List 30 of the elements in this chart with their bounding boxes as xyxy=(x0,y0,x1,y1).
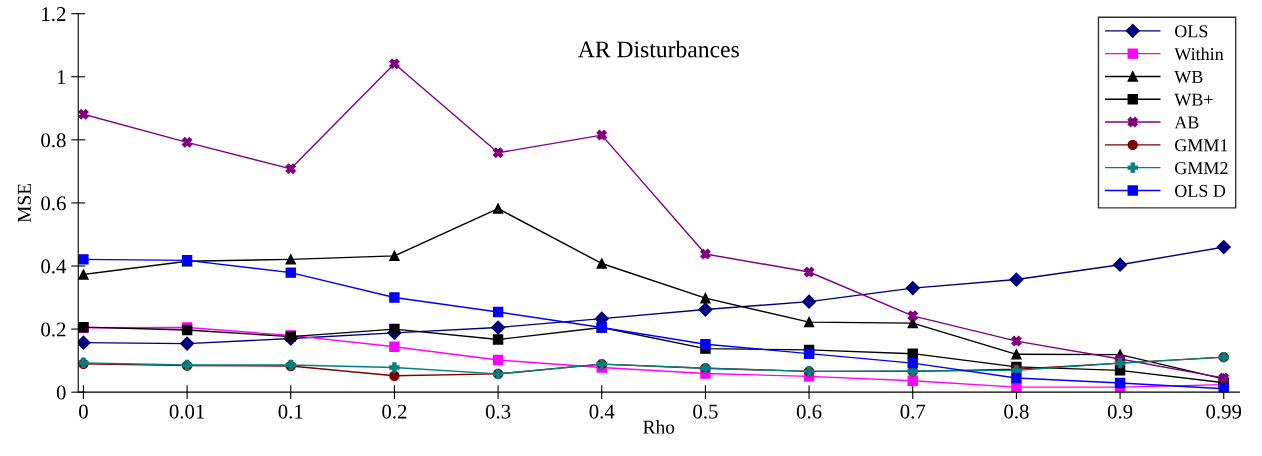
legend-label: GMM2 xyxy=(1175,162,1228,175)
x-tick-label: 0.01 xyxy=(169,404,205,419)
x-axis-title: Rho xyxy=(643,420,675,434)
y-tick-label: 0.2 xyxy=(41,322,66,337)
legend-label: OLS D xyxy=(1175,184,1226,197)
y-tick-label: 0 xyxy=(56,385,66,400)
legend-label: Within xyxy=(1174,47,1224,61)
x-tick-label: 0.5 xyxy=(693,404,718,419)
legend-label: WB+ xyxy=(1174,93,1213,106)
legend-label: WB xyxy=(1174,70,1203,84)
x-tick-label: 0.99 xyxy=(1206,404,1242,419)
x-tick-label: 0 xyxy=(79,404,88,419)
legend-label: OLS xyxy=(1175,25,1208,38)
y-tick-label: 1 xyxy=(57,70,66,84)
y-tick-label: 0.8 xyxy=(41,133,66,148)
legend-label: AB xyxy=(1174,116,1199,129)
x-tick-label: 0.6 xyxy=(796,404,822,419)
x-tick-label: 0.4 xyxy=(589,404,615,419)
y-tick-label: 1.2 xyxy=(42,7,66,22)
x-tick-label: 0.9 xyxy=(1107,404,1133,419)
legend-label: GMM1 xyxy=(1175,139,1228,152)
x-tick-label: 0.8 xyxy=(1004,404,1029,419)
y-tick-label: 0.6 xyxy=(41,196,66,211)
y-axis-title: MSE xyxy=(17,183,31,223)
text: AR Disturbances xyxy=(578,40,739,58)
y-tick-label: 0.4 xyxy=(41,259,67,274)
x-tick-label: 0.7 xyxy=(900,404,926,419)
x-tick-label: 0.3 xyxy=(485,404,511,419)
x-tick-label: 0.1 xyxy=(278,404,303,419)
x-tick-label: 0.2 xyxy=(382,404,407,419)
